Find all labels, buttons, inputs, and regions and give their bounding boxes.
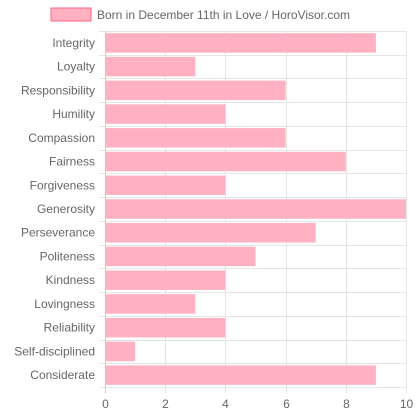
bar-self-disciplined[interactable] [105,341,136,362]
bar-forgiveness[interactable] [105,175,226,195]
category-label: Integrity [52,36,95,50]
bar-reliability[interactable] [105,317,226,338]
category-label: Loyalty [57,60,95,74]
category-label: Reliability [44,321,95,335]
category-label: Fairness [49,155,95,169]
category-label: Perseverance [21,226,95,240]
bar-considerate[interactable] [105,365,376,385]
x-tick-label: 8 [343,397,350,411]
category-label: Forgiveness [30,178,95,192]
bar-responsibility[interactable] [105,80,286,101]
legend-label[interactable]: Born in December 11th in Love / HoroViso… [97,8,350,22]
category-label: Humility [52,107,95,121]
x-tick-label: 2 [162,397,169,411]
x-axis-ticks: 0 2 4 6 8 10 [102,397,413,411]
bar-loyalty[interactable] [105,56,196,77]
bar-integrity[interactable] [105,33,376,53]
bar-lovingness[interactable] [105,294,196,314]
bar-politeness[interactable] [105,246,256,267]
category-label: Lovingness [34,297,95,311]
category-label: Considerate [30,368,95,382]
x-tick-label: 0 [102,397,109,411]
bar-kindness[interactable] [105,270,226,290]
legend-swatch[interactable] [50,7,92,22]
category-label: Compassion [28,131,95,145]
x-tick-label: 10 [400,397,414,411]
category-label: Kindness [46,273,95,287]
x-tick-label: 6 [283,397,290,411]
bar-generosity[interactable] [105,199,407,219]
chart-legend[interactable]: Born in December 11th in Love / HoroViso… [50,7,350,22]
chart-bars [105,33,407,385]
bar-fairness[interactable] [105,151,346,172]
bar-humility[interactable] [105,104,226,124]
category-label: Generosity [37,202,95,216]
category-label: Responsibility [21,83,95,97]
x-tick-label: 4 [222,397,229,411]
bar-compassion[interactable] [105,128,286,148]
category-label: Self-disciplined [14,344,95,358]
category-label: Politeness [40,249,95,263]
category-labels: Integrity Loyalty Responsibility Humility Co… [14,36,95,382]
bar-perseverance[interactable] [105,223,316,243]
